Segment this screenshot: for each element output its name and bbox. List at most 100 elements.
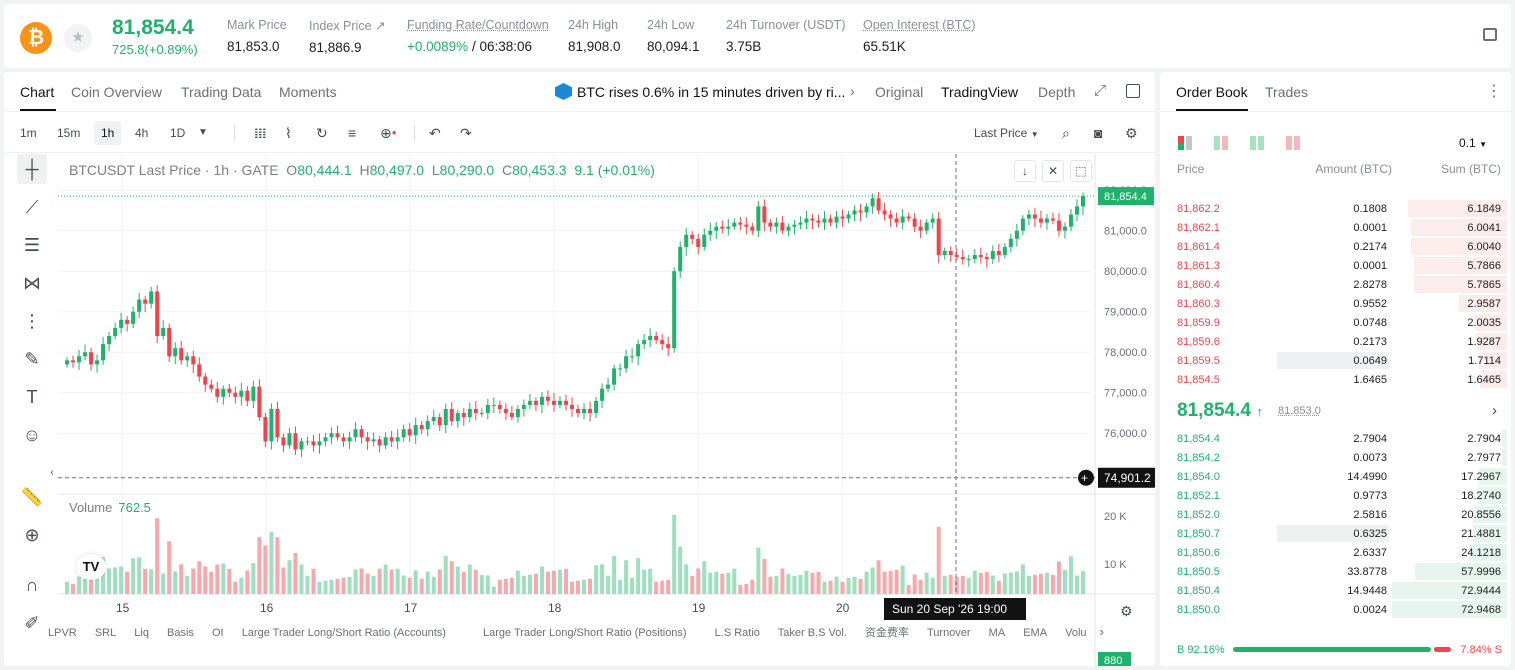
camera-icon[interactable]: ◙ (1094, 125, 1103, 141)
compare-icon[interactable]: ↻ (316, 125, 328, 141)
view-depth[interactable]: Depth (1038, 84, 1076, 100)
redo-icon[interactable]: ↷ (460, 125, 472, 141)
templates-icon[interactable]: ≡ (348, 125, 357, 141)
bid-sum: 18.2740 (1461, 490, 1501, 502)
tab-moments[interactable]: Moments (279, 84, 337, 100)
text-icon[interactable]: T (26, 387, 38, 407)
chevron-right-icon[interactable]: › (850, 83, 855, 99)
crosshair-icon[interactable]: ┼ (17, 154, 47, 184)
bid-row[interactable]: 81,850.5 33.8778 57.9996 (1160, 562, 1511, 581)
chevron-right-icon[interactable]: › (1099, 624, 1104, 639)
stat-index-price[interactable]: Index Price ↗ 81,886.9 (309, 18, 385, 55)
tab-trading-data[interactable]: Trading Data (181, 84, 262, 100)
emoji-icon[interactable]: ☺ (22, 425, 42, 445)
pattern-icon[interactable]: ⋈ (23, 273, 41, 293)
ask-row[interactable]: 81,859.5 0.0649 1.7114 (1160, 351, 1511, 370)
indicator-taker-vol[interactable]: Taker B.S Vol. (777, 627, 847, 639)
tab-coin-overview[interactable]: Coin Overview (71, 84, 163, 100)
order-book-tabs: Order Book Trades ⋮ (1160, 72, 1511, 112)
price-type-select[interactable]: Last Price ▼ (974, 126, 1039, 140)
ask-row[interactable]: 81,859.9 0.0748 2.0035 (1160, 313, 1511, 332)
ask-row[interactable]: 81,860.4 2.8278 5.7865 (1160, 275, 1511, 294)
bid-row[interactable]: 81,854.4 2.7904 2.7904 (1160, 429, 1511, 448)
ask-row[interactable]: 81,862.1 0.0001 6.0041 (1160, 218, 1511, 237)
ask-row[interactable]: 81,861.3 0.0001 5.7866 (1160, 256, 1511, 275)
tab-order-book[interactable]: Order Book (1176, 84, 1248, 100)
chart-canvas[interactable]: 82,000.081,000.080,000.079,000.078,000.0… (58, 154, 1155, 666)
bid-row[interactable]: 81,852.0 2.5816 20.8556 (1160, 505, 1511, 524)
ask-row[interactable]: 81,862.2 0.1808 6.1849 (1160, 199, 1511, 218)
indicator-lt-ratio-positions[interactable]: Large Trader Long/Short Ratio (Positions… (482, 627, 687, 639)
indicator-lt-ratio-accounts[interactable]: Large Trader Long/Short Ratio (Accounts) (241, 627, 446, 639)
ask-depth-bar (1480, 371, 1507, 388)
book-mode-asks-icon[interactable] (1286, 136, 1301, 150)
indicator-basis[interactable]: Basis (167, 627, 194, 639)
book-mode-both-alt-icon[interactable] (1214, 136, 1229, 150)
bid-row[interactable]: 81,854.2 0.0073 2.7977 (1160, 448, 1511, 467)
tradingview-logo[interactable]: TV (76, 554, 106, 580)
bid-row[interactable]: 81,850.0 0.0024 72.9468 (1160, 600, 1511, 619)
collapse-toolbar-icon[interactable]: ‹ (50, 467, 54, 478)
favorite-star-icon[interactable]: ★ (64, 24, 92, 52)
magnet-icon[interactable]: ∩ (25, 575, 39, 595)
settings-gear-icon[interactable]: ⚙ (1125, 125, 1138, 141)
book-mode-both-icon[interactable] (1178, 136, 1193, 150)
timeframe-15m[interactable]: 15m (57, 126, 81, 140)
chevron-right-icon[interactable]: › (1492, 402, 1497, 419)
indicator-volume[interactable]: Volu (1065, 627, 1087, 639)
view-original[interactable]: Original (875, 84, 924, 100)
undo-icon[interactable]: ↶ (429, 125, 441, 141)
brush-icon[interactable]: ✎ (24, 349, 40, 369)
indicator-liq[interactable]: Liq (134, 627, 149, 639)
indicator-lpvr[interactable]: LPVR (48, 627, 77, 639)
fib-icon[interactable]: ☰ (23, 235, 41, 255)
ruler-icon[interactable]: 📏 (20, 487, 44, 507)
ask-row[interactable]: 81,859.6 0.2173 1.9287 (1160, 332, 1511, 351)
trendline-icon[interactable]: ⟋ (25, 197, 39, 217)
price-chart[interactable]: 82,000.081,000.080,000.079,000.078,000.0… (58, 154, 1155, 666)
ask-row[interactable]: 81,861.4 0.2174 6.0040 (1160, 237, 1511, 256)
legend-change: 9.1 (+0.01%) (574, 162, 655, 178)
caret-down-icon[interactable]: ▼ (198, 127, 208, 138)
expand-icon[interactable]: ⤢ (1094, 82, 1107, 99)
bid-row[interactable]: 81,850.4 14.9448 72.9444 (1160, 581, 1511, 600)
timeframe-1h[interactable]: 1h (94, 121, 122, 145)
bid-row[interactable]: 81,850.6 2.6337 24.1218 (1160, 543, 1511, 562)
price-step-select[interactable]: 0.1 ▼ (1459, 136, 1487, 150)
timeframe-1m[interactable]: 1m (20, 126, 37, 140)
indicator-turnover[interactable]: Turnover (926, 627, 971, 639)
guide-book-icon[interactable] (1483, 28, 1497, 41)
ask-row[interactable]: 81,854.5 1.6465 1.6465 (1160, 370, 1511, 389)
candle-body (377, 439, 382, 446)
bid-row[interactable]: 81,854.0 14.4990 17.2967 (1160, 467, 1511, 486)
projection-icon[interactable]: ⋮ (23, 311, 41, 331)
indicator-ls-ratio[interactable]: L.S Ratio (714, 627, 760, 639)
news-ticker[interactable]: BTC rises 0.6% in 15 minutes driven by r… (577, 84, 846, 100)
indicators-icon[interactable]: ⌇ (285, 125, 292, 141)
fullscreen-icon[interactable]: ⬚ (1070, 160, 1092, 182)
stat-label[interactable]: Index Price ↗ (309, 19, 386, 33)
indicator-funding-rate[interactable]: 资金费率 (864, 627, 909, 639)
add-indicator-icon[interactable]: ⊕● (380, 125, 397, 141)
tab-trades[interactable]: Trades (1265, 84, 1309, 100)
search-icon[interactable]: ⌕ (1062, 125, 1070, 141)
indicator-ema[interactable]: EMA (1023, 627, 1048, 639)
scroll-down-icon[interactable]: ↓ (1014, 160, 1036, 182)
bid-row[interactable]: 81,850.7 0.6325 21.4881 (1160, 524, 1511, 543)
book-mode-bids-icon[interactable] (1250, 136, 1265, 150)
timeframe-1d[interactable]: 1D (170, 126, 186, 140)
indicator-ma[interactable]: MA (988, 627, 1006, 639)
more-options-icon[interactable]: ⋮ (1486, 83, 1502, 100)
view-tradingview[interactable]: TradingView (941, 84, 1019, 100)
tab-chart[interactable]: Chart (20, 84, 55, 100)
indicator-oi[interactable]: OI (212, 627, 224, 639)
ask-row[interactable]: 81,860.3 0.9552 2.9587 (1160, 294, 1511, 313)
timeframe-4h[interactable]: 4h (135, 126, 149, 140)
candle-type-icon[interactable]: 𝍖 (254, 125, 267, 141)
indicator-srl[interactable]: SRL (94, 627, 117, 639)
collapse-icon[interactable]: ✕ (1042, 160, 1064, 182)
pencil-icon[interactable]: ✐ (24, 613, 40, 633)
zoom-in-icon[interactable]: ⊕ (24, 525, 40, 545)
window-icon[interactable] (1126, 84, 1140, 98)
bid-row[interactable]: 81,852.1 0.9773 18.2740 (1160, 486, 1511, 505)
